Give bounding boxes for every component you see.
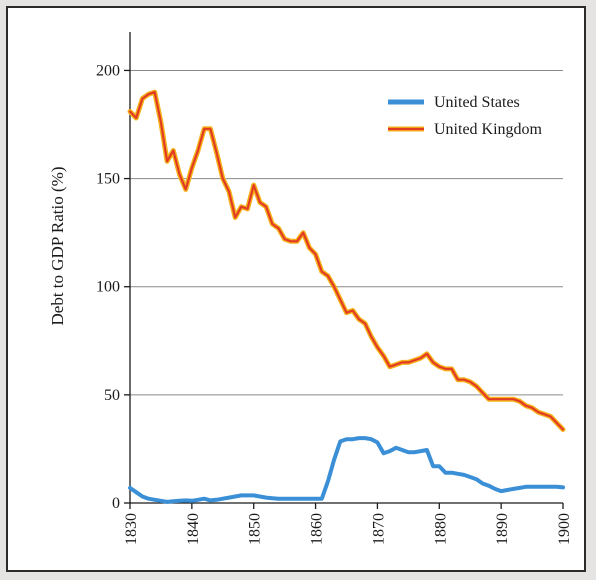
legend: United States United Kingdom — [388, 94, 543, 138]
series-line-united-kingdom-glow — [127, 89, 566, 432]
y-tick-label: 0 — [112, 495, 120, 512]
axes: 0 50 100 150 200 1830 1840 1850 1860 1870 1880 1890… — [96, 32, 573, 545]
x-tick-label: 1900 — [556, 513, 573, 545]
legend-label-united-kingdom: United Kingdom — [434, 121, 543, 138]
legend-label-united-states: United States — [434, 94, 520, 111]
y-axis-label: Debt to GDP Ratio (%) — [48, 167, 67, 326]
x-tick-label: 1840 — [185, 513, 202, 545]
series-line-united-states — [128, 436, 565, 504]
y-tick-label: 150 — [96, 171, 120, 188]
x-tick-label: 1860 — [309, 513, 326, 545]
x-tick-label: 1880 — [432, 513, 449, 545]
line-chart: 0 50 100 150 200 1830 1840 1850 1860 1870 1880 1890… — [48, 32, 573, 545]
x-tick-label: 1870 — [370, 513, 387, 545]
y-tick-label: 50 — [104, 387, 120, 404]
gridlines — [130, 69, 563, 396]
x-tick-label: 1850 — [247, 513, 264, 545]
chart-frame: 0 50 100 150 200 1830 1840 1850 1860 1870 1880 1890… — [6, 6, 586, 572]
x-tick-label: 1890 — [494, 513, 511, 545]
y-tick-label: 100 — [96, 279, 120, 296]
series-line-united-kingdom — [128, 90, 565, 431]
x-tick-label: 1830 — [123, 513, 140, 545]
series-lines — [127, 89, 566, 504]
y-tick-label: 200 — [96, 62, 120, 79]
